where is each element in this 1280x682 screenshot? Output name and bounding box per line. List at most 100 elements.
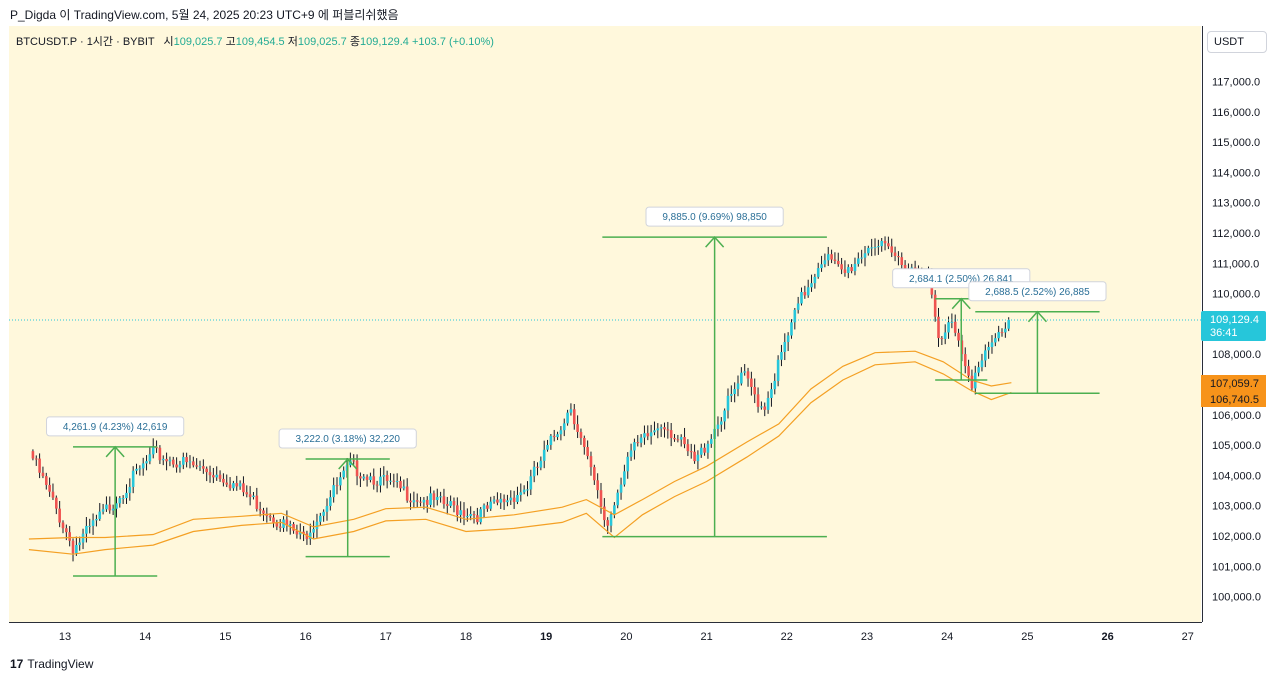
candle-body — [562, 423, 566, 431]
candle-body — [669, 430, 673, 438]
candle-body — [559, 430, 563, 435]
candle-body — [730, 394, 733, 396]
candle-body — [763, 406, 767, 410]
candle-body — [853, 263, 857, 272]
candle-body — [352, 460, 356, 462]
change-value: +103.7 (+0.10%) — [411, 36, 494, 48]
countdown-label: 36:41 — [1210, 327, 1238, 339]
candle-body — [185, 457, 188, 463]
measure-arrow-head — [338, 457, 358, 470]
candle-body — [679, 437, 683, 440]
candle-body — [188, 461, 192, 463]
band-value-tag — [1201, 375, 1266, 391]
candle-body — [34, 458, 38, 460]
x-tick-label: 21 — [700, 631, 712, 643]
x-tick-label: 16 — [299, 631, 311, 643]
candle-body — [800, 291, 803, 304]
candle-body — [68, 532, 71, 541]
candle-body — [897, 256, 900, 258]
time-axis[interactable] — [9, 622, 1202, 649]
candle-body — [452, 501, 456, 506]
candle-body — [58, 508, 61, 523]
candle-body — [586, 447, 589, 457]
candle-body — [977, 367, 980, 373]
candle-body — [329, 497, 332, 507]
open-value: 109,025.7 — [173, 36, 223, 48]
currency-button[interactable]: USDT — [1207, 31, 1267, 53]
measure-label: 4,261.9 (4.23%) 42,619 — [63, 422, 168, 433]
candle-body — [432, 493, 436, 500]
measure-label: 2,684.1 (2.50%) 26,841 — [909, 274, 1014, 285]
x-tick-label: 23 — [861, 631, 873, 643]
candle-body — [125, 492, 128, 499]
candle-body — [756, 394, 760, 407]
candle-body — [609, 514, 613, 526]
candle-body — [666, 429, 670, 431]
candle-body — [472, 513, 476, 516]
low-value: 109,025.7 — [297, 36, 347, 48]
candle-body — [643, 433, 646, 438]
band-lower-line — [28, 361, 1012, 555]
candle-body — [171, 459, 175, 465]
candle-body — [566, 412, 569, 424]
candle-body — [429, 493, 432, 505]
candle-body — [542, 449, 546, 461]
candle-body — [850, 267, 853, 272]
chart-plot-area[interactable] — [9, 26, 1201, 622]
candle-body — [232, 483, 235, 489]
candle-body — [435, 497, 439, 500]
candle-body — [846, 267, 850, 273]
candle-body — [101, 509, 105, 512]
candle-body — [115, 503, 118, 509]
candle-body — [506, 500, 509, 503]
candle-body — [205, 468, 208, 473]
candle-body — [359, 476, 362, 479]
tradingview-footer[interactable]: 17 TradingView — [10, 657, 93, 671]
candle-body — [806, 287, 810, 296]
candle-body — [218, 474, 222, 479]
symbol-name[interactable]: BTCUSDT.P · 1시간 · BYBIT — [16, 36, 155, 48]
candle-body — [402, 486, 406, 489]
candle-body — [529, 476, 533, 490]
candle-body — [820, 264, 823, 269]
candle-body — [733, 389, 736, 395]
candle-body — [439, 496, 442, 498]
candle-body — [459, 510, 462, 515]
candle-body — [933, 294, 937, 317]
measure-label: 9,885.0 (9.69%) 98,850 — [662, 212, 767, 223]
candle-body — [877, 246, 880, 248]
y-tick-label: 111,000.0 — [1212, 258, 1259, 270]
candle-body — [486, 505, 489, 509]
candle-body — [943, 332, 947, 339]
candle-body — [85, 525, 88, 534]
candle-body — [546, 444, 549, 450]
candle-body — [308, 532, 312, 540]
candle-body — [292, 524, 295, 531]
y-tick-label: 110,000.0 — [1212, 289, 1260, 301]
candle-body — [980, 360, 984, 368]
candle-body — [526, 489, 529, 491]
candle-body — [803, 291, 807, 296]
candle-body — [222, 478, 225, 483]
candle-body — [285, 519, 289, 526]
candle-body — [783, 341, 787, 352]
candle-body — [699, 447, 703, 455]
candle-body — [445, 504, 449, 506]
low-label: 저 — [287, 36, 298, 48]
x-tick-label: 24 — [941, 631, 953, 643]
candle-body — [736, 383, 740, 390]
candle-body — [225, 482, 229, 485]
candle-body — [41, 472, 45, 477]
candle-body — [75, 545, 78, 554]
candle-body — [636, 442, 640, 444]
candle-body — [653, 430, 656, 433]
symbol-legend: BTCUSDT.P · 1시간 · BYBIT 시109,025.7 고109,… — [16, 33, 494, 49]
candle-body — [71, 540, 75, 554]
candle-body — [138, 468, 142, 470]
candle-body — [141, 463, 145, 469]
candle-body — [776, 359, 780, 381]
candle-body — [65, 528, 68, 533]
candle-body — [482, 505, 486, 510]
candle-body — [332, 485, 335, 498]
candle-body — [579, 431, 583, 438]
